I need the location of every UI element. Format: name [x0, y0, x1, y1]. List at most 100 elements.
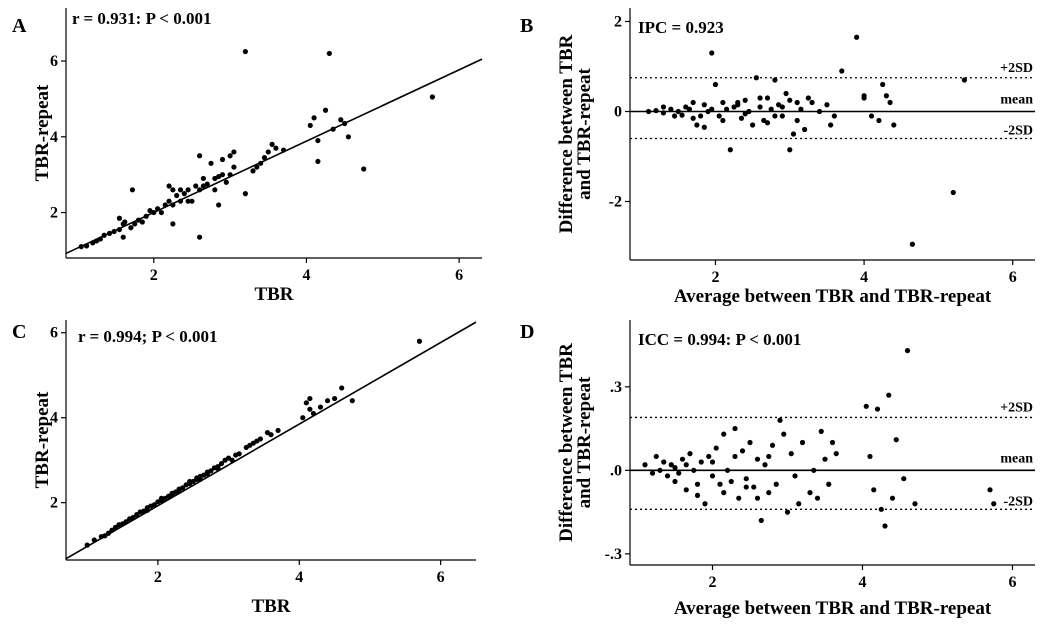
- x-tick-label: 2: [150, 267, 158, 284]
- data-point: [753, 75, 759, 81]
- data-point: [818, 428, 824, 434]
- data-point: [697, 113, 704, 119]
- data-point: [799, 439, 806, 446]
- data-point: [268, 432, 274, 438]
- data-point: [991, 501, 997, 507]
- data-point: [950, 189, 956, 196]
- y-axis-title-line: and TBR-repeat: [574, 376, 595, 508]
- data-point: [880, 81, 886, 88]
- data-point: [909, 241, 915, 247]
- data-point: [130, 514, 136, 521]
- data-point: [219, 172, 226, 178]
- data-point: [816, 108, 823, 115]
- data-point: [322, 107, 329, 113]
- data-point: [912, 501, 918, 507]
- data-point: [242, 191, 248, 197]
- data-point: [158, 209, 165, 216]
- x-tick-label: 6: [1009, 574, 1017, 591]
- data-point: [177, 198, 184, 204]
- data-point: [901, 476, 907, 482]
- data-point: [143, 213, 149, 219]
- data-point: [679, 112, 685, 118]
- data-point: [111, 228, 117, 235]
- regression-line: [65, 58, 483, 255]
- data-point: [802, 126, 808, 133]
- data-point: [181, 191, 187, 197]
- data-point: [805, 95, 811, 101]
- data-point: [326, 50, 332, 57]
- data-point: [660, 110, 667, 116]
- panel-a: 2 4 6 2 4 6 A r = 0.931: P < 0.001 TBR TBR-repeat: [12, 8, 483, 305]
- data-point: [772, 77, 778, 83]
- data-point: [694, 492, 701, 498]
- data-point: [97, 236, 103, 242]
- data-point: [787, 97, 793, 103]
- data-point: [833, 451, 839, 457]
- data-point: [303, 400, 309, 406]
- data-point: [139, 219, 145, 225]
- y-tick-label: 4: [50, 410, 58, 427]
- data-point: [300, 415, 306, 421]
- data-point: [764, 95, 771, 101]
- data-point: [151, 502, 157, 508]
- data-point: [683, 487, 689, 493]
- data-point: [739, 448, 746, 454]
- data-point: [701, 124, 707, 130]
- data-point: [702, 501, 708, 507]
- data-point: [668, 106, 674, 112]
- x-axis-title: Average between TBR and TBR-repeat: [674, 286, 992, 307]
- x-axis-title: TBR: [251, 596, 290, 617]
- data-point: [144, 507, 150, 513]
- data-point: [154, 206, 161, 212]
- data-point: [116, 226, 123, 233]
- data-point: [330, 126, 336, 132]
- data-point: [208, 468, 214, 474]
- data-point: [758, 517, 764, 524]
- data-point: [109, 527, 115, 533]
- data-point: [861, 95, 867, 101]
- data-point: [307, 122, 313, 129]
- data-point: [91, 537, 97, 543]
- data-point: [764, 120, 771, 126]
- reference-line-label: mean: [1000, 451, 1033, 466]
- data-point: [732, 453, 738, 460]
- data-point: [227, 172, 233, 178]
- data-point: [170, 221, 176, 227]
- data-point: [645, 108, 652, 115]
- data-point: [727, 147, 733, 153]
- data-point: [129, 187, 136, 193]
- data-point: [886, 392, 892, 398]
- data-point: [219, 156, 226, 163]
- data-point: [807, 490, 813, 496]
- data-point: [742, 97, 748, 103]
- data-point: [275, 427, 281, 434]
- data-point: [169, 492, 175, 498]
- data-point: [732, 425, 738, 432]
- data-point: [261, 155, 268, 161]
- data-point: [671, 113, 678, 119]
- data-point: [783, 90, 789, 97]
- data-point: [338, 117, 344, 123]
- y-tick-label: 2: [614, 14, 622, 31]
- y-axis-title-line: Difference between TBR: [556, 34, 577, 233]
- y-tick-label: 0: [614, 104, 622, 121]
- panel-d: 2 4 6 .3 .0 -.3 +2SD mean -2SD D ICC = 0.994: P < …: [520, 320, 1035, 619]
- data-point: [197, 476, 203, 482]
- data-point: [743, 476, 749, 482]
- reference-line-label: -2SD: [1003, 494, 1033, 509]
- data-point: [189, 198, 195, 204]
- data-point: [712, 81, 719, 88]
- data-point: [257, 436, 263, 442]
- data-point: [345, 134, 352, 140]
- data-point: [747, 439, 753, 446]
- data-point: [668, 462, 674, 468]
- data-point: [794, 117, 800, 124]
- data-point: [766, 453, 772, 460]
- data-point: [657, 467, 663, 473]
- data-point: [809, 99, 815, 106]
- data-point: [798, 106, 804, 112]
- data-point: [883, 93, 889, 99]
- data-point: [166, 183, 172, 189]
- data-point: [811, 467, 817, 473]
- data-point: [311, 115, 317, 121]
